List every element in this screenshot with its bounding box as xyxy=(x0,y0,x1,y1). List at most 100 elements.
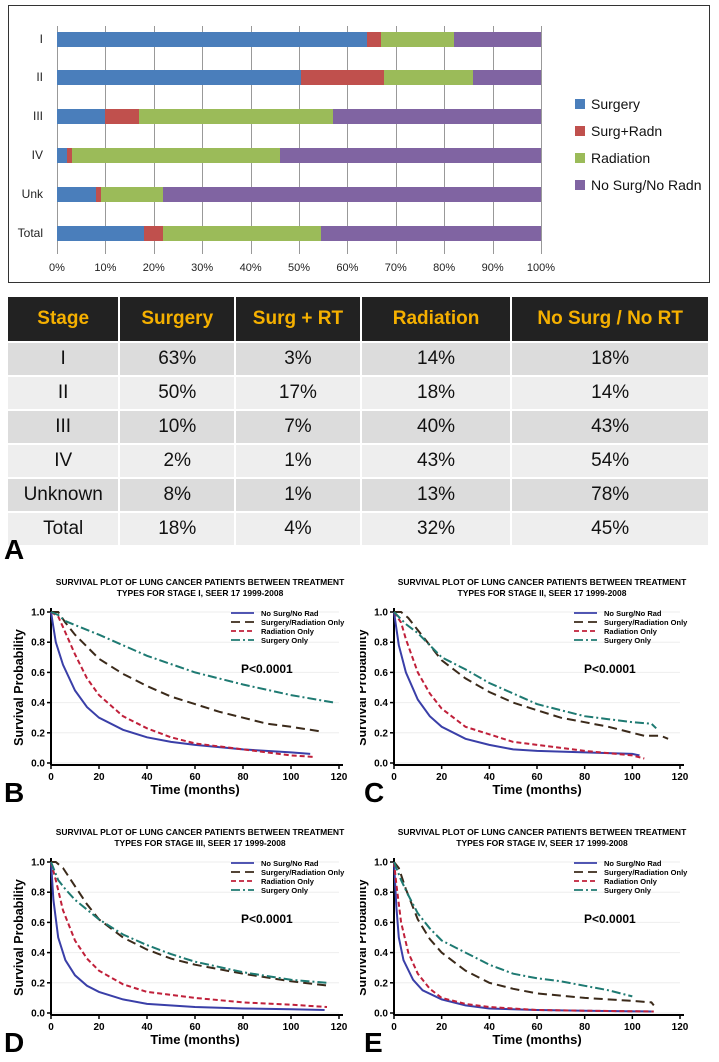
p-value-annotation: P<0.0001 xyxy=(241,662,293,676)
legend-label: Surg+Radn xyxy=(591,123,663,139)
legend-label: Surgery/Radiation Only xyxy=(604,868,688,877)
gridline xyxy=(492,26,494,254)
x-tick-label: 80 xyxy=(579,1022,591,1033)
table-cell: 18% xyxy=(511,341,710,376)
bar-segment xyxy=(366,31,382,47)
category-label: Unk xyxy=(21,186,43,201)
x-tick-label: 100 xyxy=(283,772,300,783)
gridline xyxy=(347,26,349,254)
y-tick-label: 0.8 xyxy=(31,888,45,899)
legend-label: Surgery Only xyxy=(261,886,309,895)
bar-segment xyxy=(144,225,164,241)
table-cell: 40% xyxy=(360,409,513,444)
legend-label: No Surg/No Rad xyxy=(261,859,319,868)
column-header: No Surg / No RT xyxy=(511,297,710,342)
y-tick-label: 0.0 xyxy=(374,1009,388,1020)
legend-label: No Surg/No Rad xyxy=(604,859,662,868)
y-axis-label: Survival Probability xyxy=(12,629,26,746)
table-cell: 43% xyxy=(360,443,513,478)
bar-segment xyxy=(100,186,164,202)
bar-segment xyxy=(383,70,474,86)
table-cell: 43% xyxy=(511,409,710,444)
legend-label: Radiation Only xyxy=(604,877,658,886)
y-tick-label: 0.0 xyxy=(31,759,45,770)
x-tick-label: 40 xyxy=(484,772,496,783)
gridline xyxy=(395,26,397,254)
y-tick-label: 0.4 xyxy=(31,948,45,959)
survival-curve xyxy=(394,611,669,740)
x-tick-label: 20 xyxy=(436,1022,448,1033)
category-label: Total xyxy=(17,225,43,240)
x-tick-label: 120 xyxy=(331,772,348,783)
y-tick-label: 1.0 xyxy=(31,608,45,619)
legend-label: No Surg/No Rad xyxy=(261,609,319,618)
plot-title: SURVIVAL PLOT OF LUNG CANCER PATIENTS BE… xyxy=(56,827,345,837)
legend-item: Surgery xyxy=(575,96,640,112)
gridline xyxy=(541,26,542,254)
plot-title: SURVIVAL PLOT OF LUNG CANCER PATIENTS BE… xyxy=(398,827,687,837)
x-tick-label: 0 xyxy=(48,772,54,783)
table-cell: Unknown xyxy=(8,477,121,512)
survival-curve xyxy=(50,611,335,704)
table-row: IV 2% 1% 43% 54% xyxy=(8,443,710,478)
table-cell: 2% xyxy=(119,443,237,478)
table-row: Total 18% 4% 32% 45% xyxy=(8,511,710,545)
gridline xyxy=(299,26,300,254)
survival-plot-d: SURVIVAL PLOT OF LUNG CANCER PATIENTS BE… xyxy=(12,827,348,1047)
x-tick-label: 80% xyxy=(433,262,456,274)
bar-segment xyxy=(57,70,302,86)
x-tick-label: 120 xyxy=(672,1022,689,1033)
bar-segment xyxy=(473,70,541,86)
bar-segment xyxy=(57,31,367,47)
table-cell: 78% xyxy=(511,477,710,512)
x-axis-label: Time (months) xyxy=(150,1032,239,1047)
bar-segment xyxy=(71,147,280,163)
legend-label: No Surg/No Radn xyxy=(591,177,702,193)
p-value-annotation: P<0.0001 xyxy=(584,912,636,926)
bar-segment xyxy=(105,109,140,125)
table-cell: 50% xyxy=(119,375,237,410)
gridline xyxy=(153,26,155,254)
survival-curve xyxy=(51,861,330,987)
gridline xyxy=(202,26,204,254)
x-tick-label: 40 xyxy=(141,1022,153,1033)
legend-swatch xyxy=(575,99,585,109)
x-tick-label: 100% xyxy=(526,262,556,274)
legend-label: Radiation Only xyxy=(261,627,315,636)
panel-label-d: D xyxy=(4,1027,25,1058)
y-tick-label: 1.0 xyxy=(374,608,388,619)
gridline xyxy=(250,26,252,254)
plot-title: TYPES FOR STAGE I, SEER 17 1999-2008 xyxy=(117,588,284,598)
bar-segment xyxy=(57,186,96,202)
y-tick-label: 0.6 xyxy=(31,918,45,929)
table-header: Stage Surgery Surg + RT Radiation No Surg / … xyxy=(8,297,710,342)
legend-swatch xyxy=(575,153,585,163)
legend-label: Surgery xyxy=(591,96,641,112)
survival-curve xyxy=(50,861,325,1011)
table-cell: 1% xyxy=(235,443,362,478)
survival-curve xyxy=(393,611,645,760)
gridline xyxy=(444,26,446,254)
column-header: Radiation xyxy=(360,297,513,342)
legend-label: Surgery/Radiation Only xyxy=(261,868,345,877)
table-cell: I xyxy=(8,341,121,376)
panel-label-e: E xyxy=(364,1027,383,1058)
panel-label-c: C xyxy=(364,777,385,808)
survival-plot-b: SURVIVAL PLOT OF LUNG CANCER PATIENTS BE… xyxy=(12,577,348,797)
y-tick-label: 0.0 xyxy=(31,1009,45,1020)
survival-curve xyxy=(50,611,311,755)
y-tick-label: 0.6 xyxy=(374,918,388,929)
plot-title: SURVIVAL PLOT OF LUNG CANCER PATIENTS BE… xyxy=(398,577,687,587)
y-tick-label: 0.8 xyxy=(31,638,45,649)
legend-swatch xyxy=(575,126,585,136)
legend-item: Radiation xyxy=(575,150,650,166)
x-tick-label: 80 xyxy=(237,1022,249,1033)
legend-label: Radiation Only xyxy=(604,627,658,636)
table-cell: 18% xyxy=(360,375,513,410)
y-axis-label: Survival Probability xyxy=(360,879,369,996)
table-cell: 10% xyxy=(119,409,237,444)
x-tick-label: 120 xyxy=(331,1022,348,1033)
legend-label: Surgery Only xyxy=(604,886,652,895)
x-tick-label: 40 xyxy=(141,772,153,783)
table-row: III 10% 7% 40% 43% xyxy=(8,409,710,444)
